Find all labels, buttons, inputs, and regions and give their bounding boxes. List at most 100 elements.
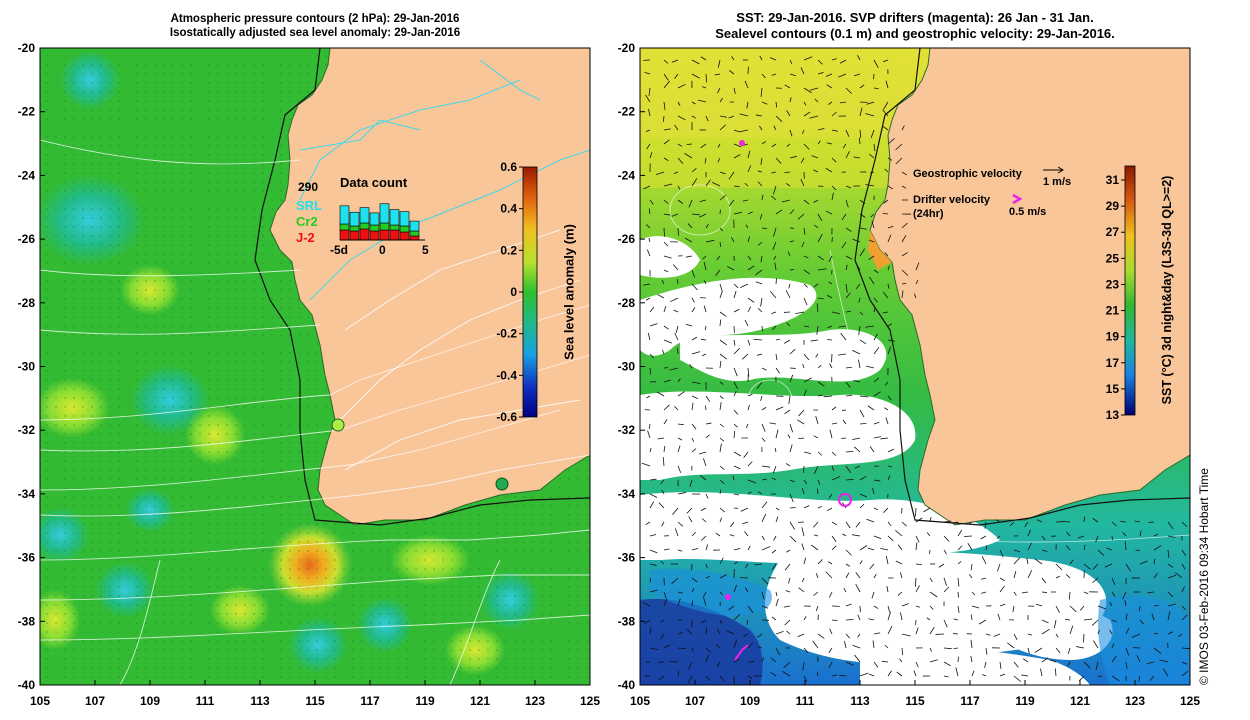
rivers [299, 59, 590, 301]
right-y-tick-label: -22 [618, 105, 636, 119]
right-y-tick-label: -40 [618, 678, 636, 692]
left-x-tick-label: 109 [140, 694, 160, 708]
left-x-tick-label: 111 [196, 694, 215, 708]
sealevel-contours [640, 184, 1190, 661]
right-x-tick-label: 105 [630, 694, 650, 708]
sst-tick-label: 31 [1106, 173, 1120, 187]
sla-tick-label: -0.2 [496, 327, 517, 341]
data-count-bar [379, 229, 390, 241]
left-y-tick-label: -36 [18, 551, 36, 565]
data-count-bar [359, 228, 370, 241]
cold-patch [640, 599, 763, 685]
right-x-tick-label: 111 [796, 694, 815, 708]
sla-tick-label: -0.4 [496, 368, 517, 382]
data-count-axis-minus5: -5d [330, 243, 348, 257]
data-count-bar [349, 230, 360, 241]
legend-srl: SRL [296, 198, 322, 213]
data-count-bar [349, 225, 360, 232]
left-x-tick-label: 119 [415, 694, 435, 708]
legend-cr2: Cr2 [296, 214, 318, 229]
sla-colorbar-ticks: 0.6 0.4 0.2 0 -0.2 -0.4 -0.6 [496, 160, 523, 424]
right-y-tick-label: -28 [618, 296, 636, 310]
drifter-scale: 0.5 m/s [1009, 206, 1047, 218]
sst-colorbar [1124, 165, 1136, 416]
left-y-tick-label: -40 [18, 678, 36, 692]
right-land-australia [869, 48, 1190, 526]
geostrophic-velocity-arrows [641, 55, 1190, 685]
sst-tick-label: 17 [1106, 356, 1120, 370]
right-y-tick-label: -36 [618, 551, 636, 565]
data-count-bar [339, 205, 350, 225]
right-x-tick-label: 115 [905, 694, 925, 708]
right-y-tick-label: -38 [618, 614, 636, 628]
right-y-tick-label: -24 [618, 168, 636, 182]
right-title-line1: SST: 29-Jan-2016. SVP drifters (magenta)… [736, 10, 1094, 25]
left-y-tick-label: -24 [18, 168, 36, 182]
left-map-title: Atmospheric pressure contours (2 hPa): 2… [40, 12, 590, 40]
sst-tick-label: 15 [1106, 382, 1120, 396]
cloud-mask [640, 236, 1113, 685]
right-x-tick-label: 121 [1070, 694, 1090, 708]
data-count-bar [379, 222, 390, 231]
right-title-line2: Sealevel contours (0.1 m) and geostrophi… [715, 26, 1115, 41]
right-x-tick-label: 107 [685, 694, 705, 708]
sst-tick-label: 27 [1106, 225, 1120, 239]
left-y-tick-label: -30 [18, 360, 36, 374]
right-x-tick-label: 119 [1015, 694, 1035, 708]
data-count-bar [389, 224, 400, 231]
pressure-contours [40, 139, 590, 685]
sla-tick-label: 0 [510, 285, 517, 299]
data-count-legend: SRL Cr2 J-2 [296, 198, 322, 246]
data-count-bar [359, 222, 370, 230]
right-x-tick-label: 109 [740, 694, 760, 708]
left-y-tick-label: -26 [18, 232, 36, 246]
velocity-legend [1012, 166, 1064, 205]
left-x-tick-label: 123 [525, 694, 545, 708]
data-count-inset [339, 203, 425, 241]
sst-tick-label: 21 [1106, 304, 1120, 318]
data-count-bar [409, 235, 420, 241]
left-x-tick-label: 121 [470, 694, 490, 708]
left-y-tick-label: -28 [18, 296, 36, 310]
data-count-bar [399, 225, 410, 233]
sla-colorbar [522, 166, 538, 418]
left-map [40, 48, 590, 685]
geostrophic-scale: 1 m/s [1043, 176, 1072, 188]
data-count-bar [359, 207, 370, 224]
right-y-tick-label: -32 [618, 423, 636, 437]
right-map-title: SST: 29-Jan-2016. SVP drifters (magenta)… [640, 10, 1190, 42]
sla-colorbar-label: Sea level anomaly (m) [561, 224, 577, 360]
left-y-tick-label: -20 [18, 41, 36, 55]
sla-tick-label: -0.6 [496, 410, 517, 424]
sst-tick-label: 23 [1106, 277, 1120, 291]
data-count-bar [369, 212, 380, 226]
data-count-axis-5: 5 [422, 243, 429, 257]
right-x-tick-label: 123 [1125, 694, 1145, 708]
legend-j2: J-2 [296, 230, 315, 245]
right-y-tick-label: -34 [618, 487, 636, 501]
data-count-bar [389, 209, 400, 226]
right-x-tick-label: 117 [960, 694, 980, 708]
drifter-label: Drifter velocity [913, 194, 991, 206]
left-x-tick-label: 125 [580, 694, 600, 708]
svp-drifters [725, 140, 852, 661]
left-title-line1: Atmospheric pressure contours (2 hPa): 2… [170, 13, 460, 25]
axis-tick-labels: -20 -22 -24 -26 -28 -30 -32 -34 -36 -38 -40 105 107 1… [18, 41, 1201, 708]
sst-tick-label: 13 [1106, 408, 1120, 422]
sla-tick-label: 0.4 [500, 202, 517, 216]
right-x-tick-label: 113 [850, 694, 870, 708]
left-y-tick-label: -22 [18, 105, 36, 119]
data-count-bar [409, 230, 420, 237]
left-y-tick-label: -32 [18, 423, 36, 437]
data-count-bar [339, 229, 350, 241]
data-count-bar [379, 203, 390, 224]
left-x-tick-label: 113 [250, 694, 270, 708]
left-land-australia [269, 48, 590, 526]
right-y-tick-label: -30 [618, 360, 636, 374]
left-x-tick-label: 107 [85, 694, 105, 708]
right-y-tick-label: -26 [618, 232, 636, 246]
sst-tick-label: 25 [1106, 251, 1120, 265]
sst-tick-label: 29 [1106, 199, 1120, 213]
left-title-line2: Isostatically adjusted sea level anomaly… [169, 27, 461, 39]
